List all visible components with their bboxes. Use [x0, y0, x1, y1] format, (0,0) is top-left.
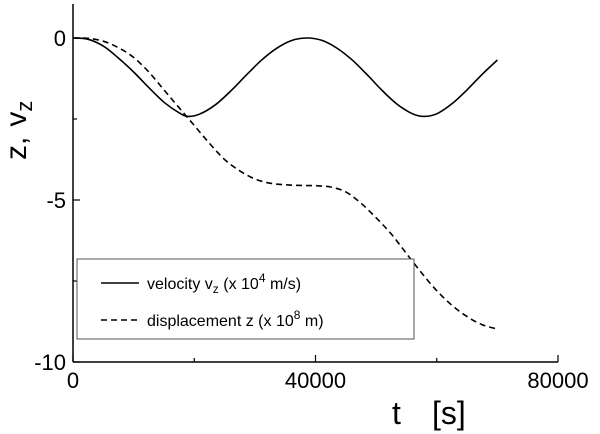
- axis-labels: t [s]z,vz: [0, 101, 466, 431]
- y-tick-label: 0: [54, 26, 66, 51]
- x-tick-label: 40000: [285, 368, 346, 393]
- legend: velocity vz (x 104 m/s) displacement z (x…: [76, 258, 415, 340]
- y-tick-label: -10: [34, 350, 66, 375]
- x-axis-label-unit: [s]: [432, 395, 466, 431]
- y-axis-label-subscript: z: [12, 101, 37, 112]
- y-axis-label-v: v: [0, 112, 33, 127]
- legend-text-part: velocity v: [147, 276, 213, 293]
- tick-marks: [72, 37, 559, 363]
- y-axis-label-z: z,: [0, 137, 33, 160]
- legend-box: [76, 258, 415, 340]
- tick-labels: 0 40000 80000 0 -5 -10: [34, 26, 588, 393]
- series-layer: [72, 37, 498, 330]
- legend-text-part: displacement z (x 10: [147, 313, 294, 330]
- legend-text-part: (x 10: [219, 276, 259, 293]
- x-tick-label: 80000: [527, 368, 588, 393]
- x-axis-label-symbol: t: [392, 395, 401, 431]
- legend-text-part: m/s): [266, 276, 302, 293]
- velocity-series-line: [72, 37, 498, 118]
- x-tick-label: 0: [67, 368, 79, 393]
- legend-text-part: z: [213, 282, 219, 296]
- legend-text-part: 8: [294, 308, 301, 322]
- y-axis-label: z, vz: [0, 101, 37, 160]
- legend-entry-displacement: displacement z (x 108 m): [147, 308, 324, 330]
- legend-text-part: m): [300, 313, 323, 330]
- legend-entry-velocity: velocity vz (x 104 m/s): [147, 271, 301, 296]
- legend-text-part: 4: [259, 271, 266, 285]
- y-tick-label: -5: [46, 188, 66, 213]
